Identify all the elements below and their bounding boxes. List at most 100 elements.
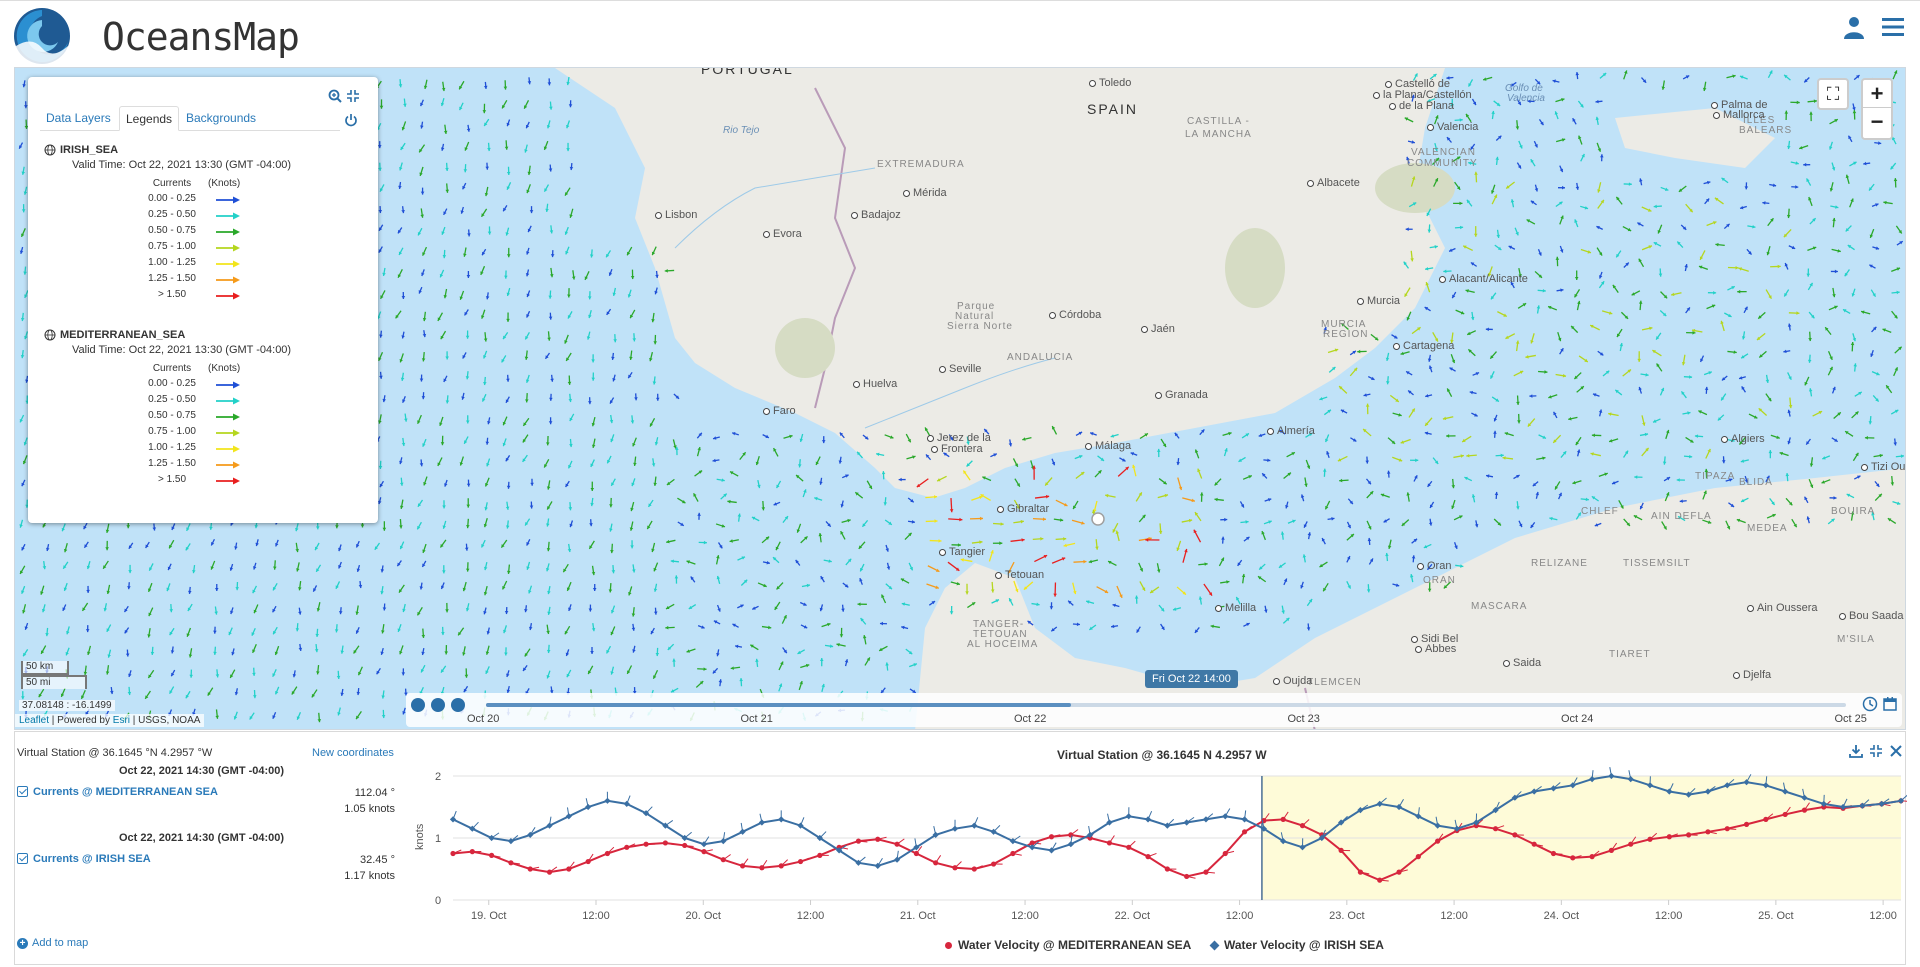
data-point[interactable] <box>1126 844 1132 850</box>
data-point[interactable] <box>1337 819 1345 826</box>
data-point[interactable] <box>449 816 457 823</box>
data-point[interactable] <box>1801 807 1808 813</box>
data-point[interactable] <box>1222 850 1228 857</box>
checkbox-checked-icon[interactable] <box>17 853 28 864</box>
zoom-to-layer-icon[interactable] <box>328 89 342 103</box>
tab-backgrounds[interactable]: Backgrounds <box>186 111 257 125</box>
data-point[interactable] <box>1705 829 1711 835</box>
tab-legends[interactable]: Legends <box>119 106 180 131</box>
data-point[interactable] <box>1395 803 1403 811</box>
data-point[interactable] <box>450 850 456 857</box>
leaflet-link[interactable]: Leaflet <box>19 715 50 726</box>
data-point[interactable] <box>624 844 630 850</box>
power-icon[interactable] <box>344 113 358 127</box>
data-point[interactable] <box>1377 877 1383 883</box>
data-point[interactable] <box>1183 819 1190 826</box>
data-point[interactable] <box>1087 831 1094 839</box>
data-point[interactable] <box>720 837 727 845</box>
reading-irish-checkbox[interactable]: Currents @ IRISH SEA <box>17 853 151 865</box>
hamburger-menu-icon[interactable] <box>1880 15 1906 39</box>
data-point[interactable] <box>1435 838 1441 844</box>
data-point[interactable] <box>1260 825 1267 832</box>
data-point[interactable] <box>1318 834 1325 842</box>
download-icon[interactable] <box>1849 744 1863 758</box>
data-point[interactable] <box>604 850 611 857</box>
data-point[interactable] <box>488 834 495 842</box>
close-icon[interactable] <box>1889 744 1903 758</box>
data-point[interactable] <box>1434 822 1441 829</box>
data-point[interactable] <box>1144 816 1152 823</box>
data-point[interactable] <box>1106 840 1113 846</box>
data-point[interactable] <box>816 834 823 842</box>
data-point[interactable] <box>1048 834 1055 840</box>
data-point[interactable] <box>1512 832 1518 838</box>
zoom-in-button[interactable]: + <box>1863 80 1891 108</box>
data-point[interactable] <box>1241 829 1248 835</box>
esri-link[interactable]: Esri <box>112 715 131 726</box>
data-point[interactable] <box>1839 803 1847 811</box>
data-point[interactable] <box>1686 832 1692 838</box>
data-point[interactable] <box>681 834 688 842</box>
clock-icon[interactable] <box>1862 696 1878 712</box>
data-point[interactable] <box>1801 794 1808 801</box>
reading-mediterranean-checkbox[interactable]: Currents @ MEDITERRANEAN SEA <box>17 786 218 798</box>
data-point[interactable] <box>1647 836 1653 842</box>
data-point[interactable] <box>720 857 726 863</box>
data-point[interactable] <box>566 866 572 872</box>
data-point[interactable] <box>1299 823 1306 829</box>
data-point[interactable] <box>740 863 746 869</box>
data-point[interactable] <box>1762 782 1769 789</box>
data-point[interactable] <box>1685 791 1692 798</box>
new-coordinates-link[interactable]: New coordinates <box>312 747 394 759</box>
data-point[interactable] <box>1492 806 1499 814</box>
data-point[interactable] <box>527 866 533 872</box>
data-point[interactable] <box>1338 847 1344 853</box>
data-point[interactable] <box>1415 813 1422 820</box>
data-point[interactable] <box>778 816 785 823</box>
data-point[interactable] <box>758 819 766 826</box>
data-point[interactable] <box>1666 834 1672 840</box>
data-point[interactable] <box>1782 811 1788 818</box>
data-point[interactable] <box>971 822 978 829</box>
data-point[interactable] <box>662 840 668 846</box>
data-point[interactable] <box>1531 788 1538 795</box>
data-point[interactable] <box>508 860 514 866</box>
data-point[interactable] <box>682 842 688 849</box>
data-point[interactable] <box>1357 869 1364 875</box>
data-point[interactable] <box>1376 800 1383 808</box>
data-point[interactable] <box>1782 788 1789 795</box>
data-point[interactable] <box>894 841 900 847</box>
data-point[interactable] <box>797 858 804 865</box>
play-icon[interactable] <box>411 698 425 712</box>
data-point[interactable] <box>1415 854 1421 860</box>
data-point[interactable] <box>1628 841 1634 847</box>
add-to-map-button[interactable]: + Add to map <box>17 937 88 949</box>
data-point[interactable] <box>951 825 959 832</box>
collapse-panel-icon[interactable] <box>346 89 360 103</box>
data-point[interactable] <box>1396 869 1402 875</box>
data-point[interactable] <box>1145 854 1151 860</box>
calendar-icon[interactable] <box>1882 696 1898 712</box>
zoom-out-button[interactable]: − <box>1870 109 1884 134</box>
data-point[interactable] <box>489 852 495 858</box>
collapse-icon[interactable] <box>1869 744 1883 758</box>
data-point[interactable] <box>546 869 553 875</box>
data-point[interactable] <box>1859 802 1866 809</box>
data-point[interactable] <box>1724 826 1730 832</box>
data-point[interactable] <box>952 865 958 871</box>
data-point[interactable] <box>623 800 630 808</box>
data-point[interactable] <box>1763 816 1769 822</box>
checkbox-checked-icon[interactable] <box>17 786 28 797</box>
data-point[interactable] <box>1820 800 1827 808</box>
data-point[interactable] <box>1608 847 1614 853</box>
data-point[interactable] <box>1878 800 1885 808</box>
user-icon[interactable] <box>1842 15 1866 39</box>
data-point[interactable] <box>874 862 881 870</box>
data-point[interactable] <box>469 849 475 855</box>
data-point[interactable] <box>778 863 784 869</box>
data-point[interactable] <box>527 831 534 839</box>
data-point[interactable] <box>1743 779 1750 786</box>
virtual-station-marker[interactable] <box>1091 512 1105 526</box>
timeline-track[interactable] <box>486 703 1846 707</box>
data-point[interactable] <box>817 852 823 858</box>
